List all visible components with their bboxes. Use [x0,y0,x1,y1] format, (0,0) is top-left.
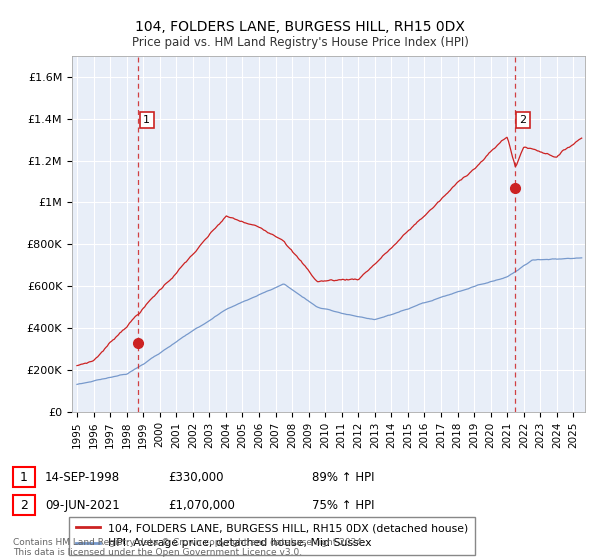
Text: Contains HM Land Registry data © Crown copyright and database right 2024.
This d: Contains HM Land Registry data © Crown c… [13,538,365,557]
Text: 14-SEP-1998: 14-SEP-1998 [45,470,120,484]
Text: £1,070,000: £1,070,000 [168,498,235,512]
Text: 104, FOLDERS LANE, BURGESS HILL, RH15 0DX: 104, FOLDERS LANE, BURGESS HILL, RH15 0D… [135,20,465,34]
Text: 2: 2 [20,498,28,512]
Text: 2: 2 [520,115,527,125]
Text: 75% ↑ HPI: 75% ↑ HPI [312,498,374,512]
Legend: 104, FOLDERS LANE, BURGESS HILL, RH15 0DX (detached house), HPI: Average price, : 104, FOLDERS LANE, BURGESS HILL, RH15 0D… [70,516,475,555]
Text: 09-JUN-2021: 09-JUN-2021 [45,498,120,512]
Text: 89% ↑ HPI: 89% ↑ HPI [312,470,374,484]
Text: Price paid vs. HM Land Registry's House Price Index (HPI): Price paid vs. HM Land Registry's House … [131,36,469,49]
Text: £330,000: £330,000 [168,470,224,484]
Text: 1: 1 [143,115,151,125]
Text: 1: 1 [20,470,28,484]
